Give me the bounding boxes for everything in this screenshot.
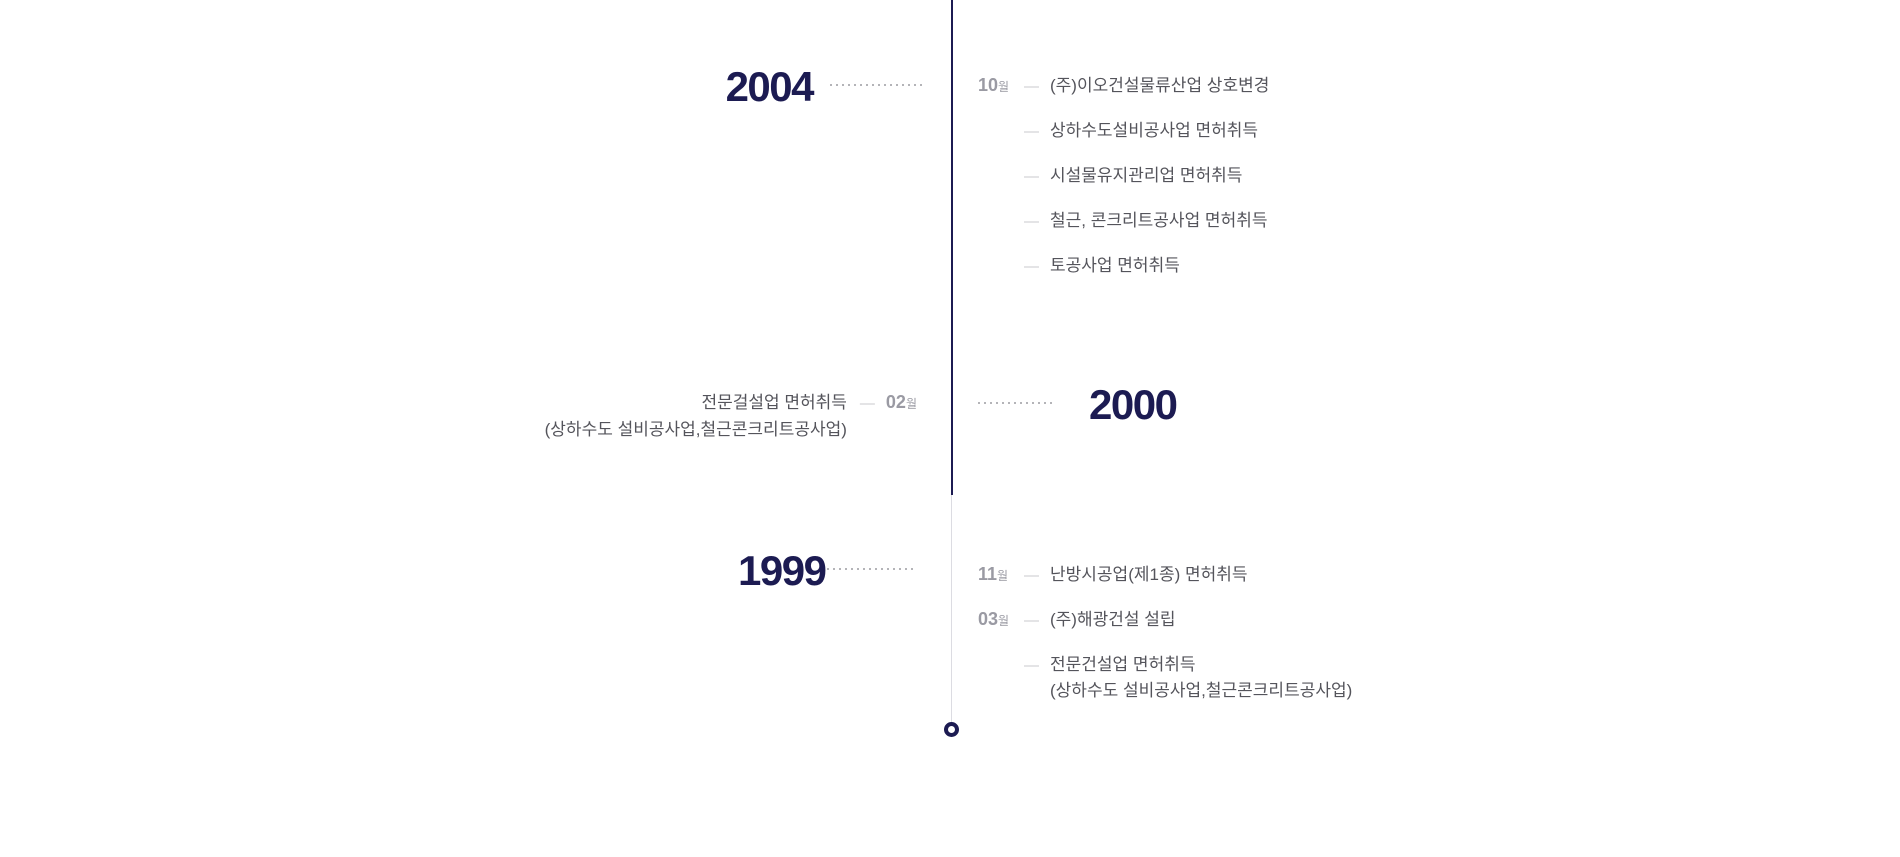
entry-dash: — xyxy=(1024,78,1039,95)
entry-text-line1: 전문걸설업 면허취득 xyxy=(701,393,847,412)
entry-text-line2: (상하수도 설비공사업,철근콘크리트공사업) xyxy=(544,420,847,439)
timeline-entry: 03월 — (주)해광건설 설립 xyxy=(978,607,1352,634)
year-label-2000: 2000 xyxy=(1089,381,1178,428)
timeline-entry-2000: 전문걸설업 면허취득 (상하수도 설비공사업,철근콘크리트공사업) — 02월 xyxy=(545,389,917,443)
entry-text: (주)해광건설 설립 xyxy=(1050,610,1176,629)
timeline-entry: — 시설물유지관리업 면허취득 xyxy=(978,163,1269,190)
timeline-entry: — 전문건설업 면허취득 (상하수도 설비공사업,철근콘크리트공사업) xyxy=(978,652,1352,704)
entry-dash: — xyxy=(1024,567,1039,584)
entry-text: 철근, 콘크리트공사업 면허취득 xyxy=(1050,211,1268,230)
entry-text: 상하수도설비공사업 면허취득 xyxy=(1050,121,1259,140)
entry-text: 전문건설업 면허취득 (상하수도 설비공사업,철근콘크리트공사업) xyxy=(1050,652,1352,704)
entry-text-line2: (상하수도 설비공사업,철근콘크리트공사업) xyxy=(1050,681,1353,700)
timeline-entry: 11월 — 난방시공업(제1종) 면허취득 xyxy=(978,562,1352,589)
entry-dash: — xyxy=(859,395,875,412)
timeline-line-faded xyxy=(951,495,952,722)
entry-dash: — xyxy=(1024,657,1039,674)
entry-text: (주)이오건설물류산업 상호변경 xyxy=(1050,76,1270,95)
timeline-entry: — 철근, 콘크리트공사업 면허취득 xyxy=(978,208,1269,235)
timeline-entry: — 상하수도설비공사업 면허취득 xyxy=(978,118,1269,145)
entry-text: 시설물유지관리업 면허취득 xyxy=(1050,166,1243,185)
timeline-entry: — 토공사업 면허취득 xyxy=(978,253,1269,280)
entries-1999: 11월 — 난방시공업(제1종) 면허취득 03월 — (주)해광건설 설립 —… xyxy=(978,562,1352,722)
dotted-leader-2000 xyxy=(978,402,1052,404)
entry-dash: — xyxy=(1024,213,1039,230)
entry-dash: — xyxy=(1024,168,1039,185)
entry-text: 난방시공업(제1종) 면허취득 xyxy=(1050,565,1248,584)
entry-dash: — xyxy=(1024,258,1039,275)
entry-dash: — xyxy=(1024,612,1039,629)
dotted-leader-2004 xyxy=(830,84,922,86)
entry-text: 전문걸설업 면허취득 (상하수도 설비공사업,철근콘크리트공사업) xyxy=(545,389,847,443)
entry-text-line1: 전문건설업 면허취득 xyxy=(1050,655,1196,674)
year-label-2004: 2004 xyxy=(725,63,815,110)
timeline-entry: 10월 — (주)이오건설물류산업 상호변경 xyxy=(978,73,1269,100)
month-label: 10월 xyxy=(978,75,1010,95)
timeline-line xyxy=(951,0,953,495)
year-label-1999: 1999 xyxy=(738,547,827,594)
entry-dash: — xyxy=(1024,123,1039,140)
month-label: 02월 xyxy=(885,392,917,412)
entry-text: 토공사업 면허취득 xyxy=(1050,256,1180,275)
month-label: 11월 xyxy=(978,564,1009,584)
month-label: 03월 xyxy=(978,609,1010,629)
entries-2004: 10월 — (주)이오건설물류산업 상호변경 — 상하수도설비공사업 면허취득 … xyxy=(978,73,1269,298)
timeline-end-ring-icon xyxy=(944,722,959,737)
dotted-leader-1999 xyxy=(827,568,917,570)
